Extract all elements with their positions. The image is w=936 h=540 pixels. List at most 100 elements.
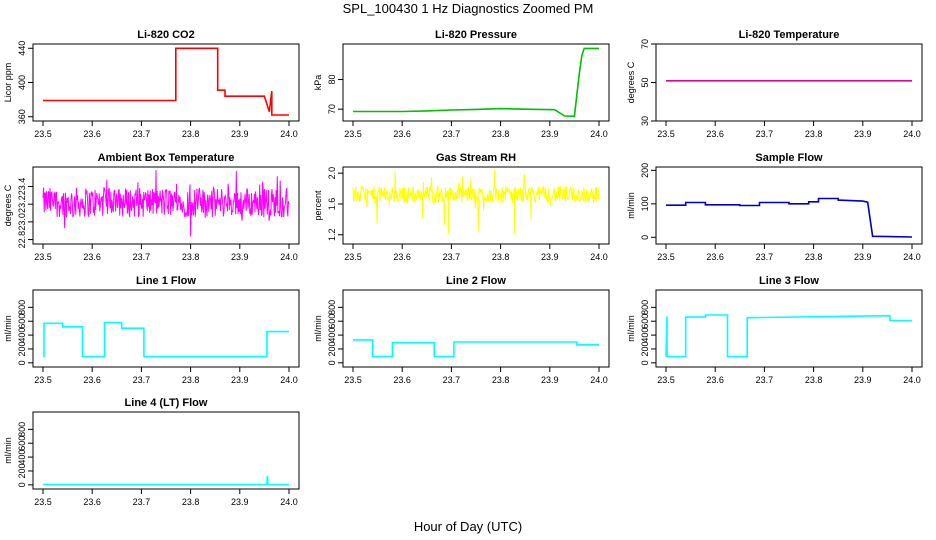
x-tick-label: 23.9 [231,252,249,262]
panel-7: Line 1 Flow 23.5 23.6 23.7 23.8 23.9 24.0 0 2004… [3,275,300,385]
y-tick-label: 23.2 [17,195,27,213]
panel-3: Li-820 Temperature 23.5 23.6 23.7 23.8 23.9 24… [626,29,923,139]
x-tick-label: 23.8 [492,252,510,262]
x-tick-label: 23.5 [657,252,675,262]
x-tick-label: 23.8 [182,129,200,139]
plot-frame [342,166,610,245]
x-tick-label: 23.5 [344,375,362,385]
y-tick-label: 800 [17,300,27,315]
y-axis-label: ml/min [3,437,13,464]
x-tick-label: 24.0 [280,252,298,262]
y-axis-label: ml/min [626,192,636,219]
x-tick-label: 23.7 [443,129,461,139]
x-tick-label: 23.6 [83,252,101,262]
x-tick-label: 23.7 [133,252,151,262]
y-tick-label: 400 [327,328,337,343]
plot-frame [32,411,300,490]
y-tick-label: 400 [640,328,650,343]
panel-title: Li-820 CO2 [137,29,194,41]
x-tick-label: 23.5 [34,497,52,507]
x-tick-label: 23.9 [854,129,872,139]
y-tick-label: 70 [327,104,337,114]
x-tick-label: 23.6 [83,497,101,507]
y-tick-label: 200 [640,341,650,356]
series-line [43,47,289,116]
x-tick-label: 23.5 [344,252,362,262]
y-tick-label: 600 [327,314,337,329]
x-tick-label: 23.7 [756,129,774,139]
panel-8: Line 2 Flow 23.5 23.6 23.7 23.8 23.9 24.0 0 2004… [313,275,610,385]
x-tick-label: 23.8 [492,375,510,385]
series-line [352,169,600,235]
y-axis-label: percent [313,190,323,221]
y-tick-label: 1.2 [327,229,337,242]
x-tick-label: 23.5 [34,375,52,385]
x-tick-label: 23.6 [706,375,724,385]
panel-5: Gas Stream RH 23.5 23.6 23.7 23.8 23.9 24.0 1.2… [313,152,610,262]
y-tick-label: 800 [17,422,27,437]
x-tick-label: 23.8 [182,252,200,262]
panel-6: Sample Flow 23.5 23.6 23.7 23.8 23.9 24.0 0 100 2… [626,152,923,262]
panel-title: Li-820 Pressure [435,29,517,41]
y-tick-label: 70 [640,39,650,49]
plot-frame [655,166,923,245]
y-tick-label: 800 [640,300,650,315]
x-tick-label: 23.7 [133,129,151,139]
plot-frame [32,289,300,368]
x-tick-label: 23.5 [657,129,675,139]
x-tick-label: 24.0 [903,252,921,262]
y-tick-label: 200 [17,341,27,356]
y-tick-label: 2.0 [327,167,337,180]
series-line [43,475,289,486]
y-axis-label: ml/min [626,315,636,342]
y-tick-label: 22.8 [17,231,27,249]
series-line [353,339,599,358]
x-tick-label: 23.9 [231,129,249,139]
plot-frame [32,43,300,122]
y-axis-label: degrees C [3,184,13,226]
y-tick-label: 0 [17,360,27,365]
x-tick-label: 23.7 [756,252,774,262]
x-tick-label: 23.5 [34,252,52,262]
x-tick-label: 23.8 [182,497,200,507]
y-axis-label: ml/min [3,315,13,342]
x-tick-label: 23.5 [34,129,52,139]
y-tick-label: 400 [17,450,27,465]
x-tick-label: 24.0 [903,375,921,385]
y-tick-label: 400 [17,328,27,343]
plot-frame [342,289,610,368]
y-tick-label: 800 [327,300,337,315]
x-tick-label: 24.0 [590,129,608,139]
x-tick-label: 23.7 [133,375,151,385]
y-tick-label: 30 [640,116,650,126]
y-tick-label: 400 [17,75,27,90]
y-tick-label: 600 [17,314,27,329]
panel-2: Li-820 Pressure 23.5 23.6 23.7 23.8 23.9 24.0 7… [313,29,610,139]
y-tick-label: 200 [17,463,27,478]
x-tick-label: 23.7 [756,375,774,385]
x-tick-label: 23.9 [541,129,559,139]
panel-title: Line 4 (LT) Flow [125,397,208,409]
panel-4: Ambient Box Temperature 23.5 23.6 23.7 23.8 2… [3,152,300,262]
y-tick-label: 0 [327,360,337,365]
panel-title: Sample Flow [755,152,823,164]
y-tick-label: 1.6 [327,198,337,211]
y-axis-label: degrees C [626,61,636,103]
x-tick-label: 23.6 [706,129,724,139]
panel-title: Line 1 Flow [136,275,196,287]
panel-title: Line 2 Flow [446,275,506,287]
plot-frame [655,289,923,368]
panel-title: Ambient Box Temperature [98,152,235,164]
panel-1: Li-820 CO2 23.5 23.6 23.7 23.8 23.9 24.0 360 400… [3,29,300,139]
y-axis-label: kPa [313,75,323,91]
x-tick-label: 23.8 [805,129,823,139]
y-tick-label: 100 [640,196,650,211]
y-tick-label: 0 [640,235,650,240]
y-tick-label: 0 [17,482,27,487]
x-tick-label: 23.6 [393,252,411,262]
y-tick-label: 80 [327,75,337,85]
y-tick-label: 600 [640,314,650,329]
x-tick-label: 23.6 [393,129,411,139]
y-tick-label: 200 [327,341,337,356]
